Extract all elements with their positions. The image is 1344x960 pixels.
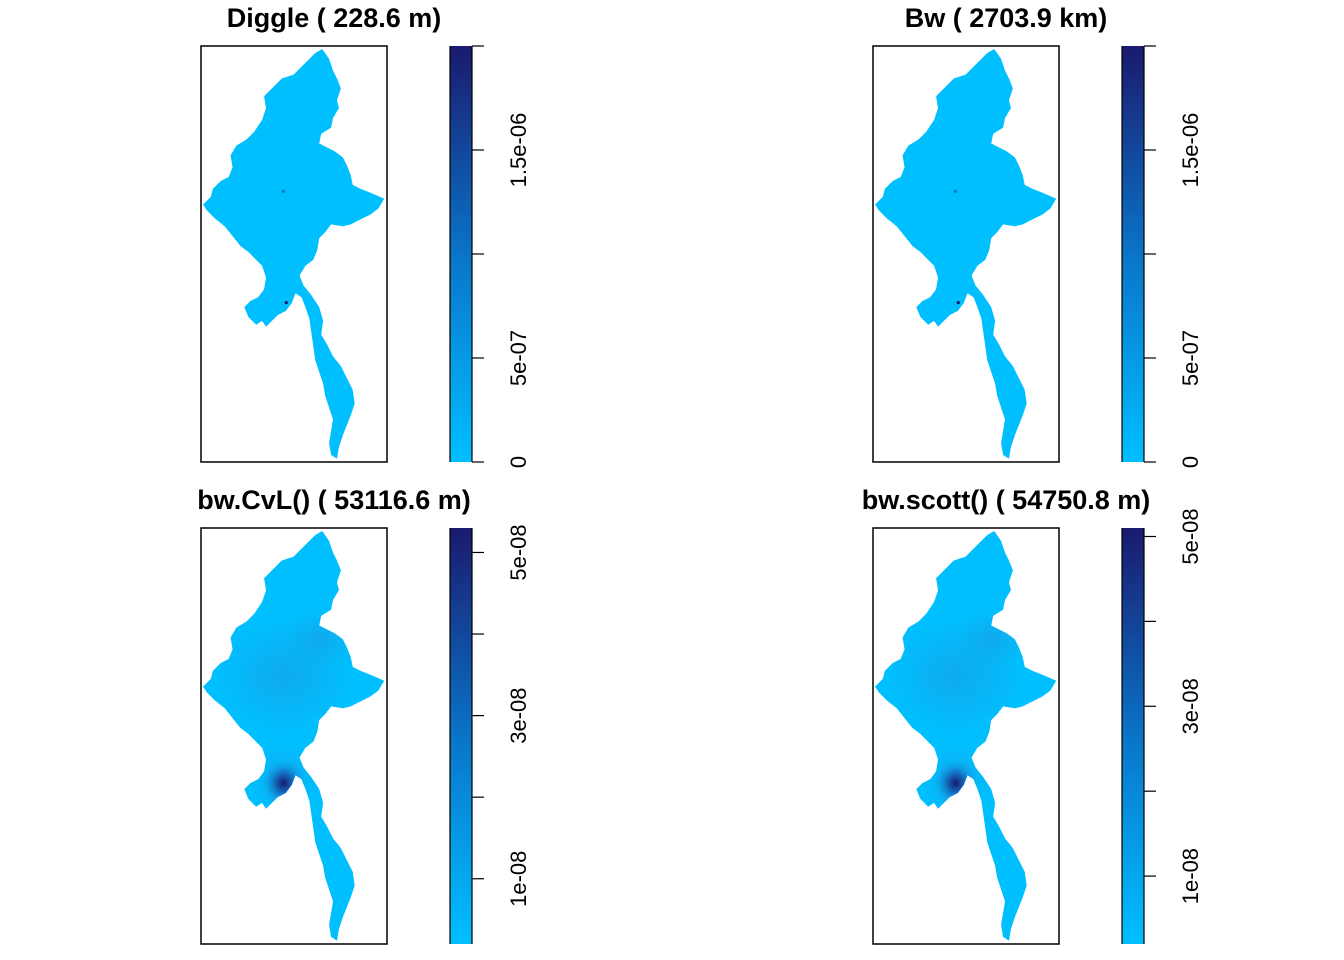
density-map — [203, 49, 385, 459]
panel-title: bw.CvL() ( 53116.6 m) — [197, 485, 471, 515]
legend-colorbar — [1122, 46, 1144, 462]
density-map — [203, 531, 385, 941]
density-peak — [956, 301, 960, 305]
legend-tick-label: 3e-08 — [1178, 678, 1203, 734]
legend-tick-label: 0 — [1178, 456, 1203, 468]
legend-tick-label: 3e-08 — [506, 687, 531, 743]
legend-tick-label: 5e-08 — [506, 524, 531, 580]
panel-scott: bw.scott() ( 54750.8 m) 1e-08 3e-08 5e-08 — [862, 485, 1203, 945]
panel-title: Bw ( 2703.9 km) — [905, 3, 1108, 33]
density-map — [875, 531, 1057, 941]
legend-colorbar — [1122, 528, 1144, 944]
legend-tick-label: 5e-07 — [1178, 330, 1203, 386]
density-map — [875, 49, 1057, 459]
legend-tick-label: 5e-08 — [1178, 508, 1203, 564]
legend-tick-label: 1.5e-06 — [1178, 113, 1203, 188]
legend-tick-label: 1.5e-06 — [506, 113, 531, 188]
legend-tick-label: 5e-07 — [506, 330, 531, 386]
legend-tick-label: 0 — [506, 456, 531, 468]
panel-diggle: Diggle ( 228.6 m) 0 5e-07 1.5e-06 — [200, 3, 531, 468]
legend-tick-label: 1e-08 — [1178, 848, 1203, 904]
legend-tick-label: 1e-08 — [506, 851, 531, 907]
panel-title: Diggle ( 228.6 m) — [227, 3, 442, 33]
legend-colorbar — [450, 528, 472, 944]
panel-title: bw.scott() ( 54750.8 m) — [862, 485, 1151, 515]
density-peak — [281, 189, 285, 193]
density-peak — [953, 189, 957, 193]
panel-cvl: bw.CvL() ( 53116.6 m) 1e-08 3e-08 5e-08 — [197, 485, 531, 945]
density-peak — [284, 301, 288, 305]
panel-bw: Bw ( 2703.9 km) 0 5e-07 1.5e-06 — [872, 3, 1203, 468]
legend-colorbar — [450, 46, 472, 462]
